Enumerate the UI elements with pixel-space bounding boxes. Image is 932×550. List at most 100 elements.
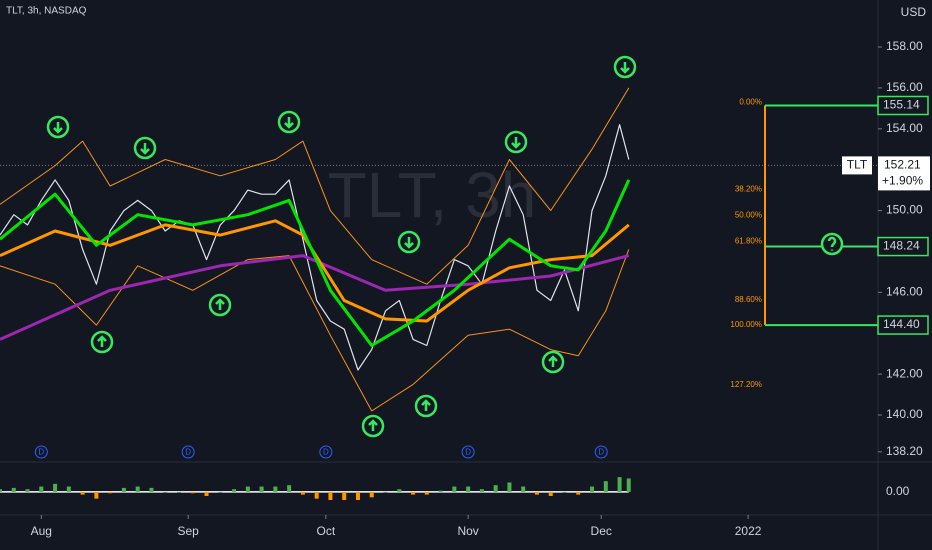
histogram-bar bbox=[534, 491, 539, 495]
dividend-label: D bbox=[465, 448, 471, 457]
histogram-bar bbox=[507, 482, 512, 492]
histogram-bar bbox=[314, 491, 319, 499]
dividend-marker bbox=[181, 445, 195, 459]
histogram-bar bbox=[466, 486, 471, 492]
fib-label: 88.60% bbox=[735, 295, 762, 304]
series-line bbox=[0, 254, 630, 341]
y-tick-label: 150.00 bbox=[886, 203, 923, 217]
x-tick-label: Oct bbox=[317, 524, 336, 538]
y-tick-label: 154.00 bbox=[886, 121, 923, 135]
histogram-bar bbox=[300, 491, 305, 495]
histogram-bar bbox=[383, 491, 388, 493]
histogram-bar bbox=[397, 489, 402, 492]
sell-arrow bbox=[277, 110, 301, 134]
histogram-bar bbox=[576, 491, 581, 495]
histogram-bar bbox=[328, 491, 333, 500]
x-tick-label: Aug bbox=[31, 524, 52, 538]
histogram-bar bbox=[355, 491, 360, 500]
histogram-bar bbox=[176, 491, 181, 493]
histogram-bar bbox=[590, 486, 595, 492]
dividend-label: D bbox=[598, 448, 604, 457]
histogram-bar bbox=[149, 487, 154, 492]
histogram-bar bbox=[108, 491, 113, 494]
y-tick-label: 140.00 bbox=[886, 407, 923, 421]
last-price-box bbox=[878, 156, 930, 191]
histogram-bar bbox=[369, 491, 374, 498]
histogram-bar bbox=[25, 489, 30, 492]
y-tick-label: 0.00 bbox=[886, 484, 910, 498]
histogram-bar bbox=[39, 486, 44, 492]
dividend-label: D bbox=[185, 448, 191, 457]
fib-label: 0.00% bbox=[739, 98, 762, 107]
histogram-bar bbox=[121, 487, 126, 492]
price-level-label: 144.40 bbox=[883, 317, 920, 331]
histogram-bar bbox=[66, 486, 71, 492]
fib-label: 38.20% bbox=[735, 184, 762, 193]
sell-arrow bbox=[46, 115, 70, 139]
histogram-bar bbox=[163, 491, 168, 493]
y-tick-label: 156.00 bbox=[886, 80, 923, 94]
histogram-bar bbox=[411, 491, 416, 495]
chart-title: TLT, 3h, NASDAQ bbox=[6, 6, 87, 17]
fib-label: 61.80% bbox=[735, 236, 762, 245]
histogram-bar bbox=[232, 489, 237, 492]
histogram-bar bbox=[0, 489, 2, 492]
last-change-label: +1.90% bbox=[882, 174, 923, 188]
symbol-box bbox=[842, 156, 872, 175]
buy-arrow bbox=[90, 330, 114, 354]
histogram-bar bbox=[548, 491, 553, 496]
sell-arrow bbox=[613, 55, 637, 79]
question-icon bbox=[820, 232, 844, 256]
x-tick-label: Dec bbox=[591, 524, 612, 538]
buy-arrow bbox=[541, 350, 565, 374]
histogram-bar bbox=[53, 483, 58, 492]
y-tick-label: 146.00 bbox=[886, 285, 923, 299]
dividend-marker bbox=[594, 445, 608, 459]
histogram-bar bbox=[562, 491, 567, 493]
fib-label: 50.00% bbox=[735, 210, 762, 219]
series-line bbox=[0, 249, 630, 412]
buy-arrow bbox=[208, 293, 232, 317]
sell-arrow bbox=[133, 136, 157, 160]
signal-arrows bbox=[46, 55, 844, 438]
dividend-marker bbox=[34, 445, 48, 459]
series-line bbox=[0, 179, 631, 347]
histogram-bar bbox=[617, 477, 622, 492]
price-level-box bbox=[877, 236, 929, 257]
x-tick-label: 2022 bbox=[735, 524, 762, 538]
price-level-label: 148.24 bbox=[883, 239, 920, 253]
histogram-bar bbox=[287, 485, 292, 492]
dividend-label: D bbox=[323, 448, 329, 457]
dividend-marker bbox=[319, 445, 333, 459]
histogram-bar bbox=[135, 486, 140, 492]
histogram-bar bbox=[190, 491, 195, 494]
histogram-bar bbox=[94, 491, 99, 499]
dividend-label: D bbox=[38, 448, 44, 457]
histogram-bar bbox=[259, 486, 264, 492]
histogram-bar bbox=[342, 491, 347, 500]
histogram-bar bbox=[438, 490, 443, 492]
histogram-bar bbox=[493, 485, 498, 492]
histogram-bar bbox=[204, 491, 209, 496]
price-level-box bbox=[877, 95, 929, 116]
fib-label: 127.20% bbox=[730, 380, 762, 389]
sell-arrow bbox=[504, 130, 528, 154]
x-tick-label: Nov bbox=[457, 524, 478, 538]
histogram-bar bbox=[11, 487, 16, 492]
y-tick-label: 138.20 bbox=[886, 444, 923, 458]
series-line bbox=[0, 124, 630, 371]
sell-arrow bbox=[397, 230, 421, 254]
price-level-box bbox=[877, 315, 929, 335]
fib-label: 100.00% bbox=[730, 320, 762, 329]
histogram-bar bbox=[245, 486, 250, 492]
x-tick-label: Sep bbox=[177, 524, 199, 538]
watermark: TLT, 3h bbox=[328, 159, 537, 231]
histogram-bar bbox=[603, 481, 608, 492]
histogram-bar bbox=[218, 491, 223, 493]
y-tick-label: 142.00 bbox=[886, 366, 923, 380]
series-line bbox=[0, 87, 630, 285]
y-tick-label: 158.00 bbox=[886, 39, 923, 53]
buy-arrow bbox=[414, 394, 438, 418]
